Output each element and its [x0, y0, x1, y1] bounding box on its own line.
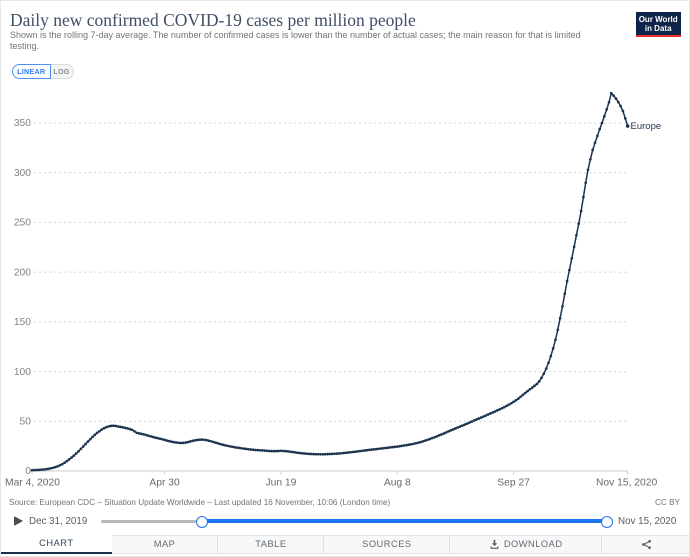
svg-text:100: 100 — [14, 367, 31, 378]
svg-text:Europe: Europe — [631, 121, 662, 132]
svg-text:Mar 4, 2020: Mar 4, 2020 — [5, 478, 60, 489]
svg-text:200: 200 — [14, 267, 31, 278]
svg-text:Aug 8: Aug 8 — [384, 478, 411, 489]
svg-text:50: 50 — [20, 417, 32, 428]
svg-text:300: 300 — [14, 168, 31, 179]
svg-text:Jun 19: Jun 19 — [265, 478, 296, 489]
svg-text:250: 250 — [14, 218, 31, 229]
svg-text:Apr 30: Apr 30 — [149, 478, 180, 489]
svg-text:Nov 15, 2020: Nov 15, 2020 — [596, 478, 658, 489]
svg-text:0: 0 — [25, 466, 31, 477]
svg-text:150: 150 — [14, 317, 31, 328]
svg-text:350: 350 — [14, 118, 31, 129]
svg-text:Sep 27: Sep 27 — [497, 478, 530, 489]
